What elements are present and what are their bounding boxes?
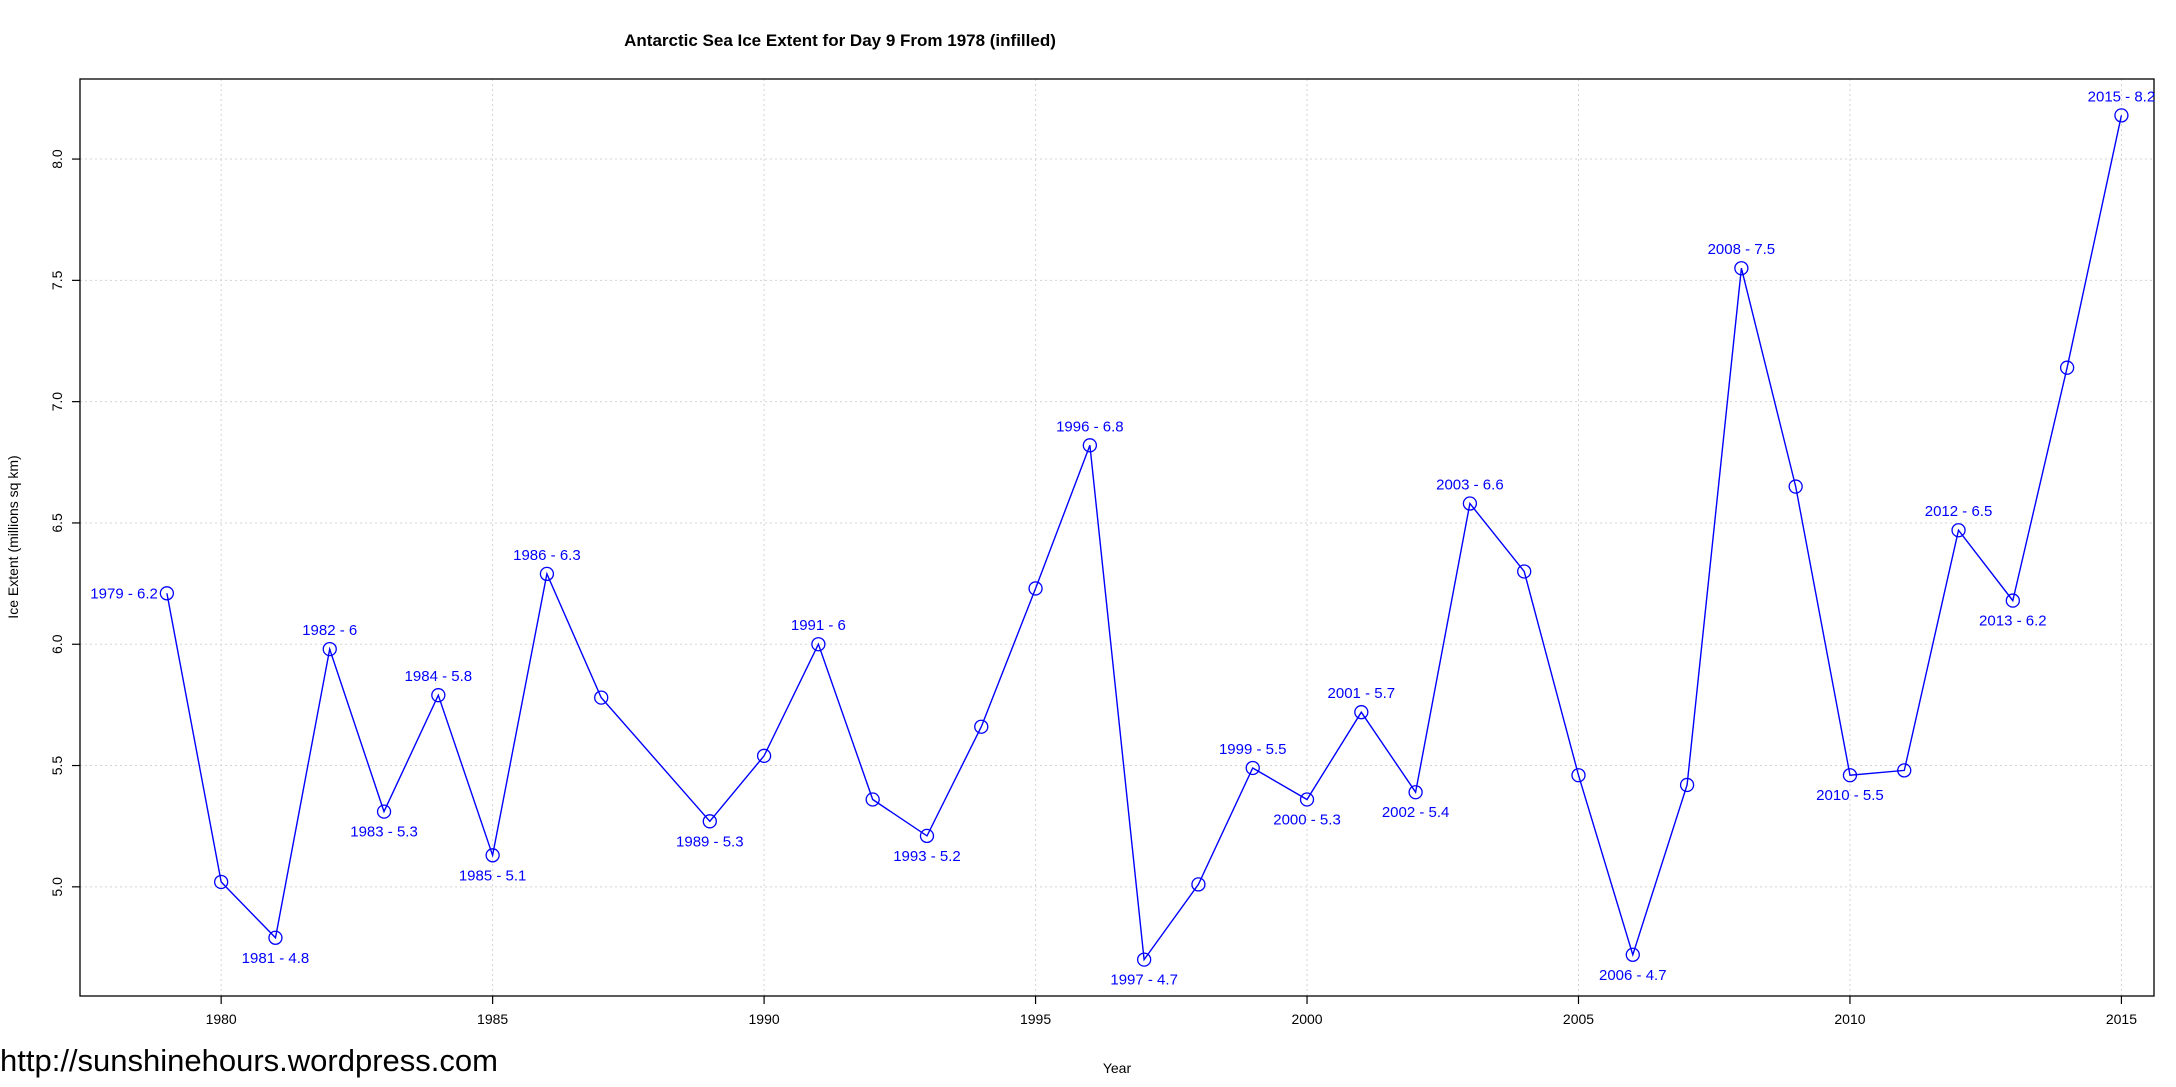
series-line: [166, 115, 2123, 962]
y-tick-label: 7.0: [49, 392, 65, 412]
data-point: [1462, 496, 1478, 511]
data-label: 1985 - 5.1: [459, 867, 527, 884]
data-point: [865, 792, 880, 807]
data-point-markers: [159, 108, 2129, 967]
data-point: [702, 814, 717, 829]
data-label: 1984 - 5.8: [405, 668, 473, 685]
data-point: [919, 828, 935, 844]
data-point: [159, 586, 175, 601]
data-point: [756, 748, 772, 763]
data-label: 1993 - 5.2: [893, 848, 961, 865]
data-label: 1997 - 4.7: [1110, 972, 1178, 989]
data-label: 2006 - 4.7: [1599, 967, 1667, 984]
x-tick-label: 1980: [206, 1011, 237, 1027]
data-label: 2002 - 5.4: [1382, 804, 1450, 821]
x-tick-label: 1985: [477, 1011, 508, 1027]
data-point: [376, 804, 392, 819]
data-point: [214, 874, 229, 890]
data-label: 2012 - 6.5: [1925, 503, 1993, 520]
data-point: [431, 688, 446, 703]
data-label: 2003 - 6.6: [1436, 477, 1504, 494]
x-tick-label: 2005: [1563, 1011, 1594, 1027]
data-point: [1679, 777, 1695, 793]
x-tick-label: 1995: [1020, 1011, 1051, 1027]
data-point: [1354, 705, 1369, 720]
data-label: 1989 - 5.3: [676, 833, 744, 850]
data-point: [485, 848, 500, 863]
data-point: [1408, 785, 1423, 800]
x-tick-label: 1990: [749, 1011, 780, 1027]
data-label: 2008 - 7.5: [1708, 241, 1776, 258]
data-label: 1991 - 6: [791, 617, 846, 634]
data-point: [1571, 768, 1586, 783]
data-label: 2010 - 5.5: [1816, 787, 1884, 804]
y-tick-label: 7.5: [49, 270, 65, 290]
data-point: [1136, 952, 1152, 967]
data-point: [811, 637, 826, 652]
y-axis-title: Ice Extent (millions sq km): [5, 455, 21, 618]
data-point: [2114, 108, 2129, 123]
data-label: 1986 - 6.3: [513, 547, 581, 564]
data-point: [1299, 792, 1315, 807]
data-point-labels: 1979 - 6.2 1981 - 4.8 1982 - 6 1983 - 5.3 19…: [90, 88, 2155, 988]
data-point: [1842, 768, 1858, 783]
y-tick-label: 5.5: [49, 756, 65, 776]
data-point: [539, 566, 555, 582]
data-label: 2015 - 8.2: [2088, 88, 2156, 105]
y-tick-label: 5.0: [49, 877, 65, 897]
data-point: [1625, 947, 1640, 962]
data-point: [594, 690, 609, 705]
x-axis-title: Year: [1103, 1060, 1132, 1076]
y-axis: 5.0 5.5 6.0 6.5 7.0 7.5 8.0: [49, 149, 80, 897]
data-point: [1788, 479, 1803, 494]
x-tick-label: 2010: [1834, 1011, 1865, 1027]
watermark-url: http://sunshinehours.wordpress.com: [0, 1043, 498, 1078]
y-tick-label: 8.0: [49, 149, 65, 169]
x-tick-label: 2015: [2106, 1011, 2137, 1027]
data-label: 2001 - 5.7: [1328, 685, 1396, 702]
x-tick-label: 2000: [1291, 1011, 1322, 1027]
data-point: [268, 930, 283, 945]
data-point: [1191, 877, 1206, 892]
data-label: 1996 - 6.8: [1056, 418, 1124, 435]
data-label: 1981 - 4.8: [242, 950, 310, 967]
data-point: [1028, 581, 1043, 596]
plot-frame: [79, 78, 2155, 997]
y-tick-label: 6.5: [49, 513, 65, 533]
data-point: [1951, 523, 1966, 538]
grid-lines: [80, 79, 2154, 996]
data-point: [1245, 760, 1260, 776]
data-point: [2059, 360, 2075, 375]
data-label: 1983 - 5.3: [350, 824, 418, 841]
data-point: [974, 719, 989, 734]
chart-title: Antarctic Sea Ice Extent for Day 9 From …: [624, 31, 1056, 50]
data-label: 1979 - 6.2: [90, 585, 158, 602]
data-point: [1517, 564, 1532, 579]
data-label: 1982 - 6: [302, 622, 357, 639]
data-label: 1999 - 5.5: [1219, 741, 1287, 758]
data-point: [2005, 593, 2020, 608]
data-point: [1082, 438, 1098, 453]
x-axis: 1980 1985 1990 1995 2000 2005 2010 2015: [206, 996, 2137, 1027]
data-label: 2000 - 5.3: [1273, 812, 1341, 829]
data-label: 2013 - 6.2: [1979, 613, 2047, 630]
y-tick-label: 6.0: [49, 634, 65, 654]
data-point: [1734, 261, 1749, 276]
data-point: [1897, 763, 1912, 778]
data-point: [322, 641, 337, 657]
